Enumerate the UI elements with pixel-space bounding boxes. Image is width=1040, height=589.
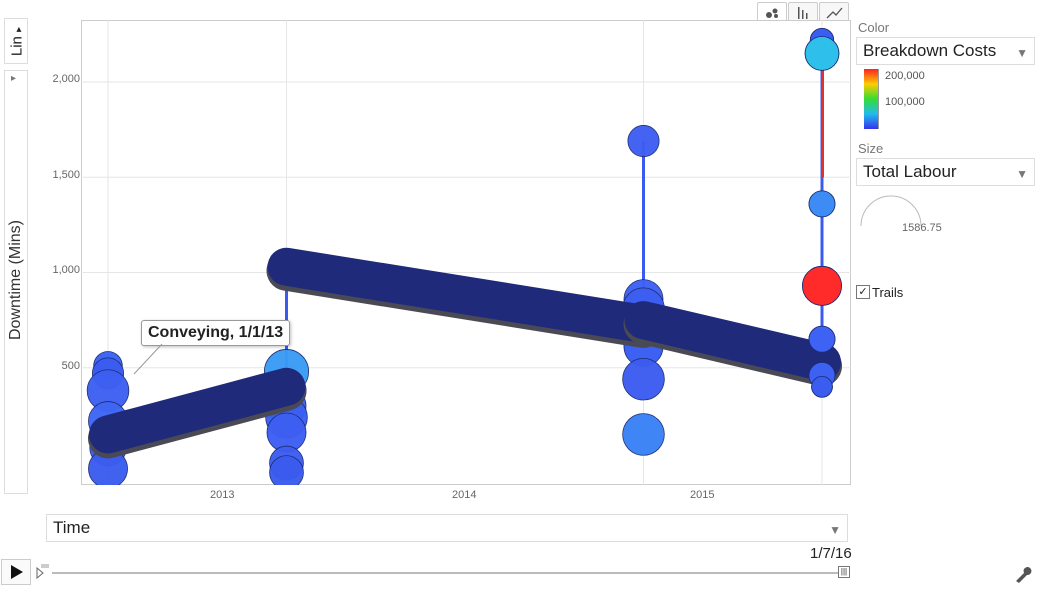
play-icon: [11, 565, 23, 579]
speed-control[interactable]: [36, 563, 50, 580]
wrench-icon[interactable]: [1012, 564, 1034, 584]
color-legend-high: 200,000: [885, 70, 925, 82]
bars-icon: [798, 7, 808, 19]
color-select-value: Breakdown Costs: [863, 41, 997, 60]
scale-caret-icon: ▸: [13, 26, 25, 32]
x-axis-select[interactable]: Time ▼: [46, 514, 848, 542]
y-axis-select[interactable]: ▸ Downtime (Mins): [4, 70, 28, 494]
chevron-down-icon: ▼: [829, 523, 841, 537]
color-legend-mid: 100,000: [885, 96, 925, 108]
current-date: 1/7/16: [810, 545, 852, 562]
bubble-chart[interactable]: [81, 20, 851, 485]
chart-tooltip: Conveying, 1/1/13: [141, 320, 291, 346]
color-label: Color: [858, 20, 890, 35]
bubble: [269, 455, 304, 485]
bubble: [622, 357, 665, 401]
speed-icon: [36, 564, 49, 580]
trails-checkbox[interactable]: ✓: [856, 285, 870, 299]
y-tick-2000: 2,000: [52, 73, 80, 85]
size-select-value: Total Labour: [863, 162, 957, 181]
bubble-top: [808, 325, 836, 353]
x-tick-2014: 2014: [452, 489, 477, 501]
trail-segment: [624, 301, 841, 382]
x-tick-2013: 2013: [210, 489, 235, 501]
size-select[interactable]: Total Labour ▼: [856, 158, 1035, 186]
color-legend-ticks: [878, 69, 883, 129]
color-select[interactable]: Breakdown Costs ▼: [856, 37, 1035, 65]
bar-chart-tab[interactable]: [788, 2, 818, 22]
bubble: [627, 125, 660, 158]
trail-segment: [267, 247, 663, 343]
scale-toggle-label: Lin: [8, 36, 26, 57]
tooltip-text: Conveying, 1/1/13: [148, 324, 284, 341]
timeline-handle[interactable]: |||: [838, 566, 850, 578]
play-button[interactable]: [1, 559, 31, 585]
chevron-down-icon: ▼: [1016, 46, 1028, 60]
x-tick-2015: 2015: [690, 489, 715, 501]
y-tick-500: 500: [61, 360, 80, 372]
color-gradient-legend: [864, 69, 878, 129]
tooltip-pointer: [133, 343, 163, 375]
chevron-down-icon: ▼: [1016, 167, 1028, 181]
size-legend-arc: [860, 195, 922, 227]
x-axis-select-value: Time: [53, 518, 91, 537]
y-tick-1500: 1,500: [52, 169, 80, 181]
size-label: Size: [858, 141, 884, 156]
bubble-top: [802, 265, 842, 306]
bubble: [622, 413, 665, 456]
line-chart-tab[interactable]: [819, 2, 849, 22]
y-axis-caret-icon: ▸: [11, 73, 17, 84]
bubble-top: [811, 375, 833, 398]
y-axis-label: Downtime (Mins): [7, 220, 24, 341]
trails-label: Trails: [872, 285, 904, 300]
trail-segment: [89, 367, 306, 454]
bubbles-icon: [766, 8, 778, 18]
timeline-track[interactable]: [52, 572, 844, 574]
scale-toggle-button[interactable]: Lin ▸: [4, 18, 28, 64]
y-tick-1000: 1,000: [52, 264, 80, 276]
bubble-top: [808, 190, 836, 218]
size-legend-value: 1586.75: [902, 222, 942, 234]
bubble-top: [804, 36, 840, 71]
bubble-chart-tab[interactable]: [757, 2, 787, 22]
line-icon: [826, 7, 843, 19]
